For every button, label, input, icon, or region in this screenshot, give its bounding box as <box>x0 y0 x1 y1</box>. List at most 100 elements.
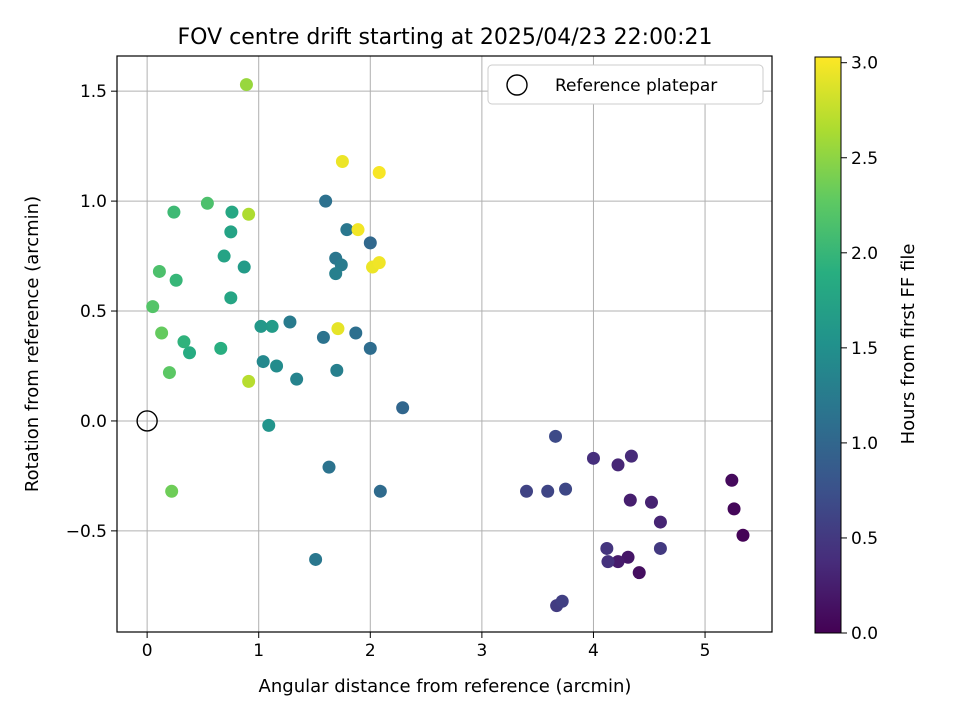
data-point <box>152 264 166 278</box>
data-point <box>330 363 344 377</box>
y-tick-label: −0.5 <box>66 522 107 542</box>
data-point <box>363 236 377 250</box>
data-point <box>372 166 386 180</box>
data-point <box>623 493 637 507</box>
y-tick-label: 0.5 <box>80 302 107 322</box>
data-point <box>331 322 345 336</box>
y-tick-label: 1.0 <box>80 192 107 212</box>
data-point <box>396 401 410 415</box>
data-point <box>351 223 365 237</box>
colorbar-tick-label: 2.0 <box>851 244 878 264</box>
colorbar-label: Hours from first FF file <box>898 244 919 445</box>
data-point <box>169 273 183 287</box>
data-point <box>309 552 323 566</box>
reference-point <box>136 410 158 432</box>
data-point <box>329 267 343 281</box>
data-point <box>736 528 750 542</box>
legend-marker <box>506 74 528 96</box>
data-point <box>363 341 377 355</box>
data-point <box>632 566 646 580</box>
data-point <box>349 326 363 340</box>
legend-entry: Reference platepar <box>555 76 717 96</box>
x-axis: 0 1 2 3 4 5 <box>142 632 711 661</box>
data-point <box>335 155 349 169</box>
data-point <box>237 260 251 274</box>
data-point <box>340 223 354 237</box>
data-point <box>586 451 600 465</box>
data-point <box>600 541 614 555</box>
data-point <box>224 291 238 305</box>
y-axis: −0.5 0.0 0.5 1.0 1.5 <box>66 82 117 542</box>
data-point <box>549 429 563 443</box>
data-point <box>372 256 386 270</box>
colorbar-tick-label: 0.0 <box>851 624 878 644</box>
x-tick-label: 3 <box>476 641 487 661</box>
data-point <box>200 196 214 210</box>
data-point <box>621 550 635 564</box>
reference-marker <box>136 410 158 432</box>
data-point <box>644 495 658 509</box>
colorbar-tick-label: 2.5 <box>851 149 878 169</box>
data-point <box>316 330 330 344</box>
y-axis-label: Rotation from reference (arcmin) <box>22 196 43 492</box>
legend: Reference platepar <box>487 64 764 105</box>
data-point <box>373 484 387 498</box>
x-tick-label: 1 <box>253 641 264 661</box>
data-point <box>254 319 268 333</box>
data-point <box>183 346 197 360</box>
data-point <box>256 355 270 369</box>
data-point <box>224 225 238 239</box>
x-tick-label: 2 <box>365 641 376 661</box>
colorbar-tick-label: 0.5 <box>851 529 878 549</box>
chart-title: FOV centre drift starting at 2025/04/23 … <box>178 25 713 50</box>
colorbar-gradient <box>814 56 842 634</box>
data-point <box>653 541 667 555</box>
x-tick-label: 4 <box>588 641 599 661</box>
data-point <box>559 482 573 496</box>
data-point <box>217 249 231 263</box>
data-point <box>319 194 333 208</box>
colorbar-tick-label: 3.0 <box>851 54 878 74</box>
data-point <box>283 315 297 329</box>
data-point <box>322 460 336 474</box>
legend-box <box>487 64 764 105</box>
data-point <box>239 78 253 92</box>
x-tick-label: 5 <box>700 641 711 661</box>
data-point <box>725 473 739 487</box>
data-point <box>541 484 555 498</box>
plot-frame <box>116 55 773 633</box>
data-point <box>265 319 279 333</box>
colorbar: 0.0 0.5 1.0 1.5 2.0 2.5 3.0 Hours from first F… <box>814 54 919 644</box>
data-point <box>653 515 667 529</box>
colorbar-tick-label: 1.0 <box>851 434 878 454</box>
data-point <box>601 555 615 569</box>
data-point <box>242 207 256 221</box>
data-point <box>611 458 625 472</box>
data-points <box>146 78 750 613</box>
data-point <box>520 484 534 498</box>
data-point <box>167 205 181 219</box>
data-point <box>155 326 169 340</box>
colorbar-ticks: 0.0 0.5 1.0 1.5 2.0 2.5 3.0 <box>841 54 878 644</box>
y-tick-label: 0.0 <box>80 412 107 432</box>
data-point <box>146 300 160 314</box>
grid-lines <box>117 56 772 632</box>
data-point <box>214 341 228 355</box>
data-point <box>242 374 256 388</box>
data-point <box>177 335 191 349</box>
data-point <box>270 359 284 373</box>
data-point <box>162 366 176 380</box>
data-point <box>165 484 179 498</box>
data-point <box>611 555 625 569</box>
x-axis-label: Angular distance from reference (arcmin) <box>259 676 632 697</box>
data-point <box>290 372 304 386</box>
data-point <box>225 205 239 219</box>
y-tick-label: 1.5 <box>80 82 107 102</box>
data-point <box>555 594 569 608</box>
x-tick-label: 0 <box>142 641 153 661</box>
colorbar-tick-label: 1.5 <box>851 339 878 359</box>
data-point <box>727 502 741 516</box>
data-point <box>262 418 276 432</box>
